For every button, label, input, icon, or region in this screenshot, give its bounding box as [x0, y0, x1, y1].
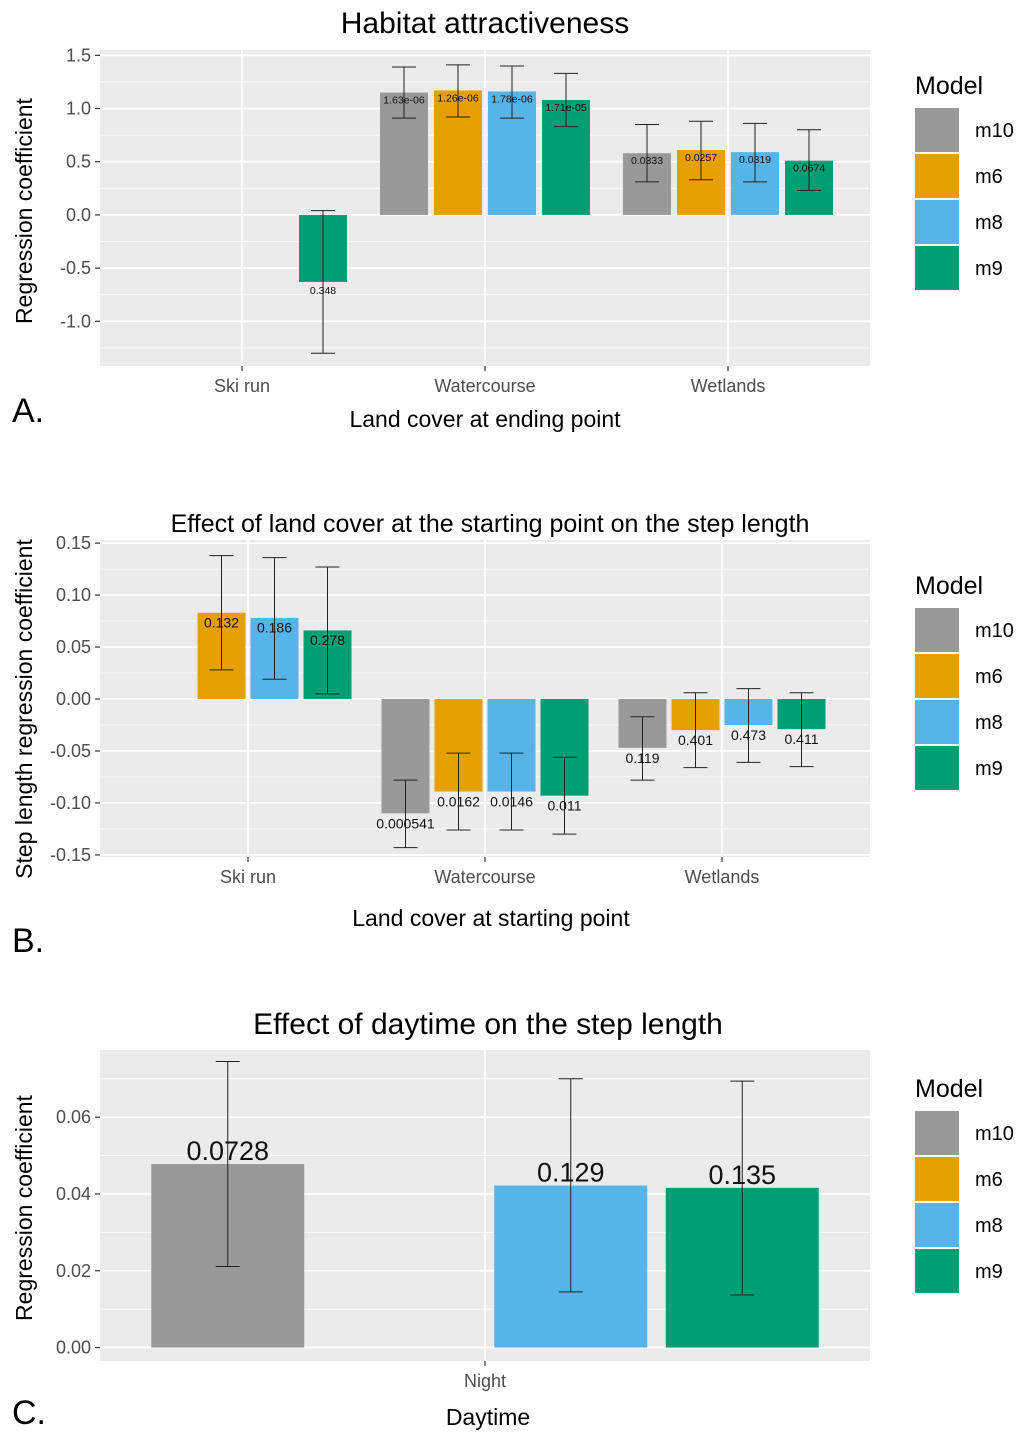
legend-key-m8: [915, 200, 959, 244]
value-label: 0.132: [204, 614, 239, 630]
panel-a: Habitat attractiveness -1.0 -0.5 0.0 0.5 1.0…: [0, 0, 1024, 440]
y-tick-label: -0.15: [50, 845, 91, 865]
x-axis-label: Daytime: [446, 1404, 530, 1430]
x-tick-label: Wetlands: [691, 376, 766, 396]
y-tick-label: -0.10: [50, 793, 91, 813]
y-tick-label: 0.04: [56, 1184, 91, 1204]
legend-key-m8: [915, 700, 959, 744]
value-label: 0.119: [626, 750, 660, 766]
legend: Model m10 m6 m8 m9: [915, 1075, 1014, 1293]
x-tick-label: Ski run: [214, 376, 270, 396]
legend-label: m10: [975, 620, 1014, 642]
y-tick-label: 0.5: [66, 152, 91, 172]
legend-label: m8: [975, 1215, 1003, 1237]
value-label: 0.0162: [437, 794, 480, 810]
y-axis-label: Step length regression coefficient: [11, 539, 37, 879]
legend-label: m6: [975, 166, 1003, 188]
y-tick-label: 1.5: [66, 45, 91, 65]
y-tick-label: -0.5: [60, 258, 91, 278]
y-tick-label: -0.05: [50, 741, 91, 761]
legend-key-m10: [915, 108, 959, 152]
value-label: 0.473: [731, 727, 766, 743]
legend-key-m9: [915, 246, 959, 290]
legend: Model m10 m6 m8 m9: [915, 72, 1014, 290]
x-tick-label: Ski run: [220, 867, 276, 887]
panel-label: C.: [12, 1394, 46, 1432]
value-label: 1.78e-06: [491, 93, 533, 105]
chart-b: Effect of land cover at the starting poi…: [11, 510, 1014, 960]
legend-label: m9: [975, 258, 1003, 280]
value-label: 0.0333: [631, 155, 663, 167]
value-label: 0.0728: [186, 1136, 269, 1166]
value-label: 1.63e-06: [383, 94, 425, 106]
y-tick-label: 0.06: [56, 1107, 91, 1127]
legend-key-m10: [915, 1111, 959, 1155]
panel-c: Effect of daytime on the step length 0.0…: [0, 992, 1024, 1434]
x-tick-label: Watercourse: [434, 376, 535, 396]
legend-key-m6: [915, 1157, 959, 1201]
legend-label: m10: [975, 120, 1014, 142]
y-tick-label: 0.05: [56, 637, 91, 657]
legend-label: m9: [975, 758, 1003, 780]
value-label: 0.000541: [376, 815, 435, 831]
legend-key-m10: [915, 608, 959, 652]
legend-label: m8: [975, 712, 1003, 734]
value-label: 0.278: [310, 632, 345, 648]
chart-title: Effect of daytime on the step length: [253, 1008, 723, 1041]
value-label: 0.0257: [685, 152, 717, 164]
panel-label: A.: [12, 392, 44, 430]
chart-title: Effect of land cover at the starting poi…: [171, 510, 810, 538]
value-label: 0.401: [678, 732, 713, 748]
y-tick-label: 0.02: [56, 1261, 91, 1281]
y-tick-label: 0.00: [56, 1338, 91, 1358]
plot-area: -1.0 -0.5 0.0 0.5 1.0 1.5 Ski run Watercourse We…: [60, 45, 870, 396]
x-tick-label: Night: [464, 1371, 506, 1391]
value-label: 1.26e-06: [437, 92, 479, 104]
value-label: 0.186: [257, 619, 292, 635]
legend-label: m6: [975, 1169, 1003, 1191]
legend-key-m9: [915, 746, 959, 790]
y-tick-label: 0.10: [56, 585, 91, 605]
value-label: 0.135: [708, 1160, 776, 1190]
legend-label: m8: [975, 212, 1003, 234]
value-label: 0.411: [785, 731, 819, 747]
value-label: 0.0146: [490, 794, 533, 810]
y-tick-label: -1.0: [60, 311, 91, 331]
value-label: 0.0319: [739, 154, 771, 166]
legend-title: Model: [915, 572, 983, 600]
value-label: 0.0674: [793, 163, 825, 175]
legend-title: Model: [915, 1075, 983, 1103]
chart-c: Effect of daytime on the step length 0.0…: [11, 1008, 1014, 1432]
legend-key-m6: [915, 154, 959, 198]
x-axis-label: Land cover at ending point: [349, 406, 621, 432]
chart-a: Habitat attractiveness -1.0 -0.5 0.0 0.5 1.0…: [11, 7, 1014, 432]
legend: Model m10 m6 m8 m9: [915, 572, 1014, 790]
value-label: 0.129: [537, 1158, 605, 1188]
y-axis-label: Regression coefficient: [11, 97, 37, 323]
panel-label: B.: [12, 922, 44, 960]
legend-label: m6: [975, 666, 1003, 688]
x-axis-label: Land cover at starting point: [352, 905, 630, 931]
x-tick-label: Watercourse: [434, 867, 535, 887]
value-label: 1.71e-05: [545, 102, 587, 114]
plot-area: 0.00 0.02 0.04 0.06 Night 0.0728 0.129 0.135: [56, 1050, 870, 1391]
legend-key-m6: [915, 654, 959, 698]
y-tick-label: 0.00: [56, 689, 91, 709]
y-axis-label: Regression coefficient: [11, 1094, 37, 1320]
legend-label: m10: [975, 1123, 1014, 1145]
y-tick-label: 1.0: [66, 99, 91, 119]
legend-label: m9: [975, 1261, 1003, 1283]
y-tick-label: 0.15: [56, 533, 91, 553]
panel-b: Effect of land cover at the starting poi…: [0, 490, 1024, 970]
legend-title: Model: [915, 72, 983, 100]
chart-title: Habitat attractiveness: [341, 7, 629, 40]
plot-area: -0.15 -0.10 -0.05 0.00 0.05 0.10 0.15 Ski run Wa…: [50, 533, 870, 887]
value-label: 0.011: [548, 798, 582, 814]
y-tick-label: 0.0: [66, 205, 91, 225]
legend-key-m9: [915, 1249, 959, 1293]
legend-key-m8: [915, 1203, 959, 1247]
value-label: 0.348: [310, 285, 336, 297]
x-tick-label: Wetlands: [685, 867, 760, 887]
